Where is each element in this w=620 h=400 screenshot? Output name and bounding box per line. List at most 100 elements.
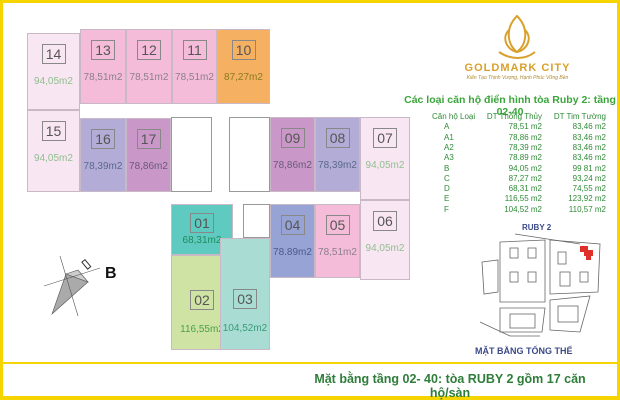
table-cell: 68,31 m2 (508, 184, 542, 194)
table-cell: A2 (444, 142, 454, 152)
divider (0, 362, 620, 364)
unit-number: 14 (41, 44, 66, 64)
table-cell: A (444, 122, 450, 132)
unit-03[interactable]: 03 104,52m2 (220, 238, 270, 350)
compass-icon (43, 255, 101, 317)
site-plan-label: MẶT BẰNG TỔNG THỂ (475, 346, 573, 356)
table-cell: B (444, 163, 450, 173)
table-cell: 110,57 m2 (568, 204, 606, 214)
unit-07[interactable]: 07 94,05m2 (360, 117, 410, 200)
unit-area: 104,52m2 (222, 323, 268, 334)
table-cell: 116,55 m2 (504, 194, 542, 204)
table-cell: A1 (444, 132, 454, 142)
site-map (479, 233, 601, 337)
unit-number: 08 (325, 128, 350, 148)
unit-area: 116,55m2 (180, 324, 224, 335)
table-cell: 99 81 m2 (572, 163, 606, 173)
unit-number: 05 (325, 215, 350, 235)
table-cell: 83,46 m2 (572, 142, 606, 152)
unit-area: 78,51m2 (318, 247, 357, 258)
unit-number: 03 (233, 289, 257, 309)
unit-number: 15 (41, 121, 66, 141)
unit-16[interactable]: 16 78,39m2 (80, 118, 126, 192)
unit-area: 78,39m2 (318, 160, 357, 171)
unit-number: 12 (137, 40, 161, 60)
unit-area: 68,31m2 (182, 235, 222, 246)
unit-17[interactable]: 17 78,86m2 (126, 118, 171, 192)
compass-label: B (105, 265, 117, 282)
table-cell: 83,46 m2 (572, 122, 606, 132)
table-cell: 123,92 m2 (568, 194, 606, 204)
table-row: A1 78,86 m2 83,46 m2 (430, 133, 610, 143)
stair-elevator-core (171, 117, 212, 192)
unit-05[interactable]: 05 78,51m2 (315, 204, 360, 278)
unit-area: 94,05m2 (365, 160, 405, 171)
tower-label: RUBY 2 (522, 223, 552, 232)
corridor (72, 104, 272, 118)
column-header: DT Thông Thủy (486, 112, 542, 121)
unit-number: 07 (373, 128, 397, 148)
table-cell: 83,46 m2 (572, 132, 606, 142)
table-cell: 74,55 m2 (572, 184, 606, 194)
unit-number: 01 (190, 213, 214, 233)
table-row: B 94,05 m2 99 81 m2 (430, 164, 610, 174)
unit-12[interactable]: 12 78,51m2 (126, 29, 172, 104)
unit-number: 11 (182, 40, 207, 60)
column-header: Căn hộ Loại (432, 112, 476, 121)
caption: Mặt bằng tầng 02- 40: tòa RUBY 2 gồm 17 … (314, 372, 586, 400)
logo-icon (498, 14, 536, 59)
unit-04[interactable]: 04 78.89m2 (270, 204, 315, 278)
table-row: A 78,51 m2 83,46 m2 (430, 122, 610, 132)
unit-09[interactable]: 09 78,86m2 (270, 117, 315, 192)
unit-14[interactable]: 14 94,05m2 (27, 33, 80, 110)
unit-area: 78,51m2 (129, 72, 169, 83)
table-cell: 78,39 m2 (508, 142, 542, 152)
table-cell: 94,05 m2 (508, 163, 542, 173)
unit-15[interactable]: 15 94,05m2 (27, 110, 80, 192)
table-row: E 116,55 m2 123,92 m2 (430, 194, 610, 204)
unit-area: 94,05m2 (34, 76, 73, 87)
table-cell: A3 (444, 153, 454, 163)
stair-elevator-core (229, 117, 270, 192)
unit-06[interactable]: 06 94,05m2 (360, 200, 410, 280)
table-cell: D (444, 184, 450, 194)
unit-number: 06 (373, 211, 397, 231)
table-header: Căn hộ Loại DT Thông Thủy DT Tim Tường (430, 112, 610, 122)
table-cell: 78,51 m2 (508, 122, 542, 132)
unit-area: 94,05m2 (365, 243, 405, 254)
ruby-2-highlight (580, 246, 593, 260)
table-cell: 78,86 m2 (508, 132, 542, 142)
unit-number: 10 (231, 40, 256, 60)
unit-10[interactable]: 10 87,27m2 (217, 29, 270, 104)
unit-08[interactable]: 08 78,39m2 (315, 117, 360, 192)
unit-number: 17 (136, 129, 161, 149)
unit-number: 04 (280, 215, 305, 235)
unit-number: 16 (91, 129, 115, 149)
table-cell: 104,52 m2 (504, 204, 542, 214)
unit-area: 94,05m2 (34, 153, 73, 164)
table-cell: F (444, 204, 449, 214)
table-cell: E (444, 194, 450, 204)
corridor (229, 104, 249, 118)
stair-elevator-core (243, 204, 270, 238)
table-cell: 93,24 m2 (572, 173, 606, 183)
table-cell: 83,46 m2 (572, 153, 606, 163)
unit-area: 78,86m2 (273, 160, 312, 171)
unit-area: 78,51m2 (83, 72, 123, 83)
unit-area: 78.89m2 (273, 247, 312, 258)
table-row: A3 78.89 m2 83,46 m2 (430, 153, 610, 163)
unit-area: 78,39m2 (83, 161, 123, 172)
table-row: D 68,31 m2 74,55 m2 (430, 184, 610, 194)
column-header: DT Tim Tường (553, 112, 606, 121)
unit-13[interactable]: 13 78,51m2 (80, 29, 126, 104)
unit-number: 02 (190, 290, 214, 310)
table-title: Các loại căn hộ điển hình tòa Ruby 2: tầ… (404, 94, 616, 118)
table-row: C 87,27 m2 93,24 m2 (430, 174, 610, 184)
unit-area: 78,51m2 (175, 72, 214, 83)
unit-number: 09 (280, 128, 305, 148)
unit-number: 13 (91, 40, 115, 60)
unit-11[interactable]: 11 78,51m2 (172, 29, 217, 104)
unit-area: 87,27m2 (224, 72, 263, 83)
table-cell: 78.89 m2 (508, 153, 542, 163)
